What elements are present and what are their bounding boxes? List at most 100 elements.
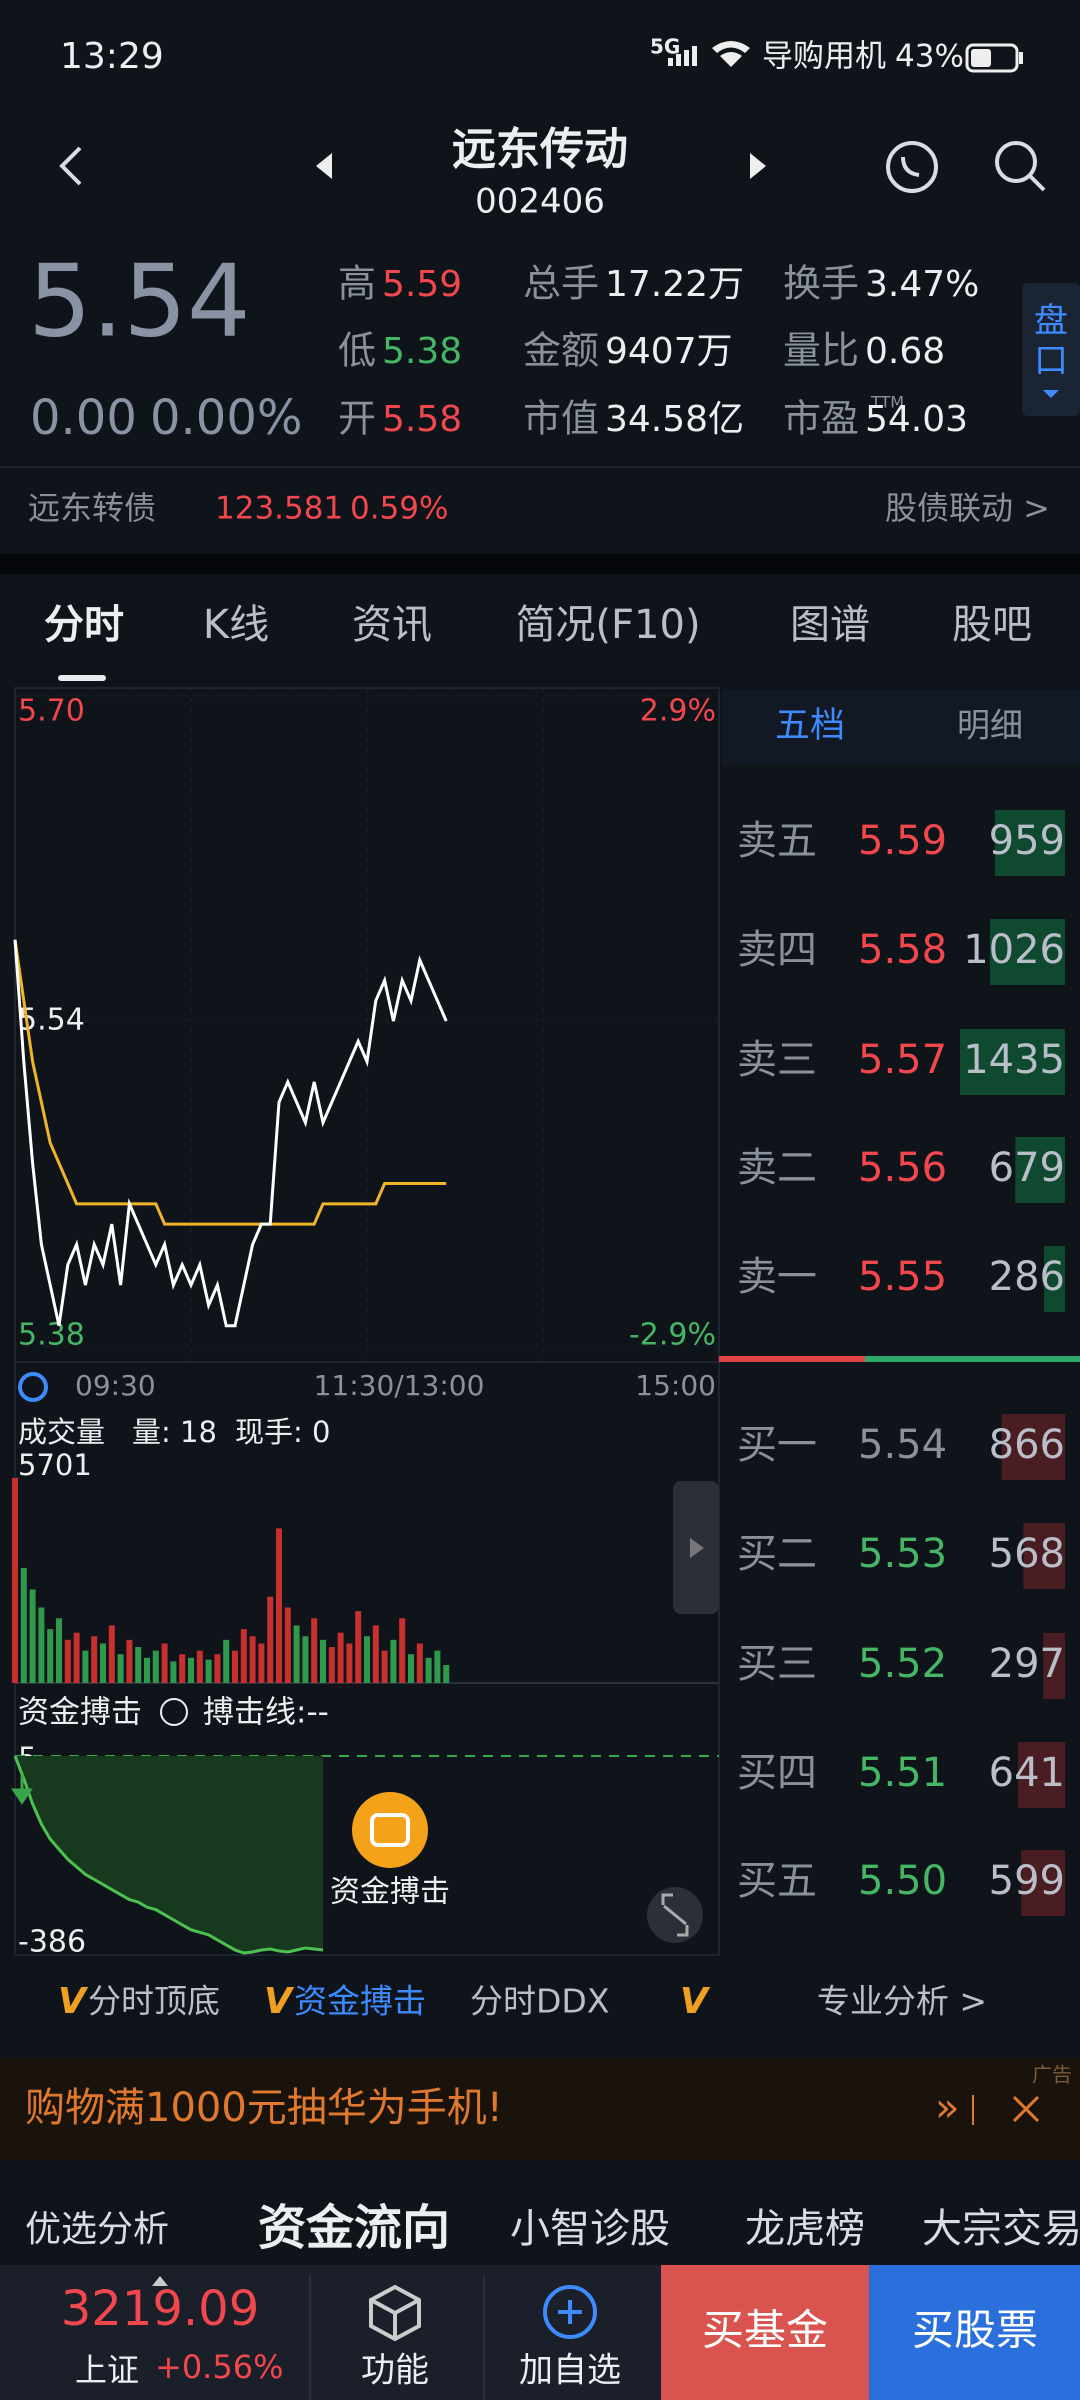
buy-stock-bg[interactable] (869, 2265, 1080, 2400)
nav-tab[interactable]: 小智诊股 (510, 2206, 670, 2252)
buy-fund-bg[interactable] (661, 2265, 869, 2400)
volume-bar (12, 1478, 18, 1683)
ob-tab[interactable]: 五档 (775, 706, 845, 746)
ob-label: 卖二 (737, 1145, 817, 1191)
stat-label: 量比 (783, 329, 859, 373)
ask-divider (719, 1356, 865, 1362)
volume-bar (82, 1650, 89, 1683)
volume-bar (100, 1643, 106, 1683)
volume-bg (989, 919, 1065, 985)
volume-bar (267, 1596, 274, 1683)
tools-link[interactable]: 专业分析 > (817, 1982, 987, 2021)
ob-volume: 1026 (963, 927, 1065, 973)
ob-volume: 959 (989, 818, 1065, 864)
stat-value: 34.58亿 (605, 399, 744, 440)
band (0, 554, 1080, 574)
ob-label: 买五 (737, 1858, 817, 1904)
ad-close[interactable] (1012, 2095, 1040, 2123)
index-value[interactable]: 3219.09 (61, 2281, 260, 2337)
nav-tab[interactable]: 资金流向 (258, 2200, 450, 2256)
volume-bar (64, 1639, 71, 1683)
bond-link[interactable]: 股债联动 > (885, 489, 1050, 527)
volume-bar (293, 1625, 300, 1683)
volume-bg (1021, 1850, 1065, 1916)
add-icon (543, 2285, 597, 2339)
ob-price: 5.59 (858, 818, 947, 864)
tab[interactable]: 简况(F10) (515, 602, 700, 648)
volume-bar (161, 1643, 168, 1683)
stat-value: 5.59 (382, 264, 462, 305)
volume-bar (47, 1629, 54, 1683)
volume-bg (994, 810, 1065, 876)
ob-label: 买二 (737, 1531, 817, 1577)
flow-line-label: 搏击线:-- (203, 1695, 329, 1731)
side-button[interactable]: 盘口 (1034, 301, 1068, 381)
ad-text[interactable]: 购物满1000元抽华为手机! (25, 2085, 503, 2131)
stat-label: 开 (338, 397, 376, 441)
ob-tabs-bg (722, 690, 1080, 765)
side-button-bg[interactable] (1022, 283, 1080, 416)
ob-price: 5.53 (858, 1531, 947, 1577)
ob-price: 5.57 (858, 1037, 947, 1083)
volume-bar (364, 1636, 370, 1683)
ob-volume: 599 (989, 1858, 1065, 1904)
ob-price: 5.50 (858, 1858, 947, 1904)
x-tick-label: 11:30/13:00 (314, 1369, 485, 1402)
tool[interactable]: 资金搏击 (294, 1982, 426, 2021)
bid-divider (865, 1356, 1080, 1362)
tab[interactable]: 图谱 (790, 602, 870, 648)
bottom-button[interactable]: 加自选 (519, 2351, 621, 2391)
tab-underline (58, 675, 106, 681)
volume-bar (311, 1618, 318, 1683)
volume-bg (1044, 1246, 1065, 1312)
ob-label: 买四 (737, 1750, 817, 1796)
add-plus (558, 2300, 582, 2324)
ad-arrows[interactable]: » (935, 2085, 959, 2131)
nav-tab[interactable]: 优选分析 (25, 2209, 169, 2250)
ob-price: 5.51 (858, 1750, 947, 1796)
tool[interactable]: 分时顶底 (88, 1982, 220, 2021)
flow-button-icon[interactable] (352, 1792, 428, 1868)
time-dot[interactable] (18, 1372, 48, 1402)
ob-label: 卖五 (737, 818, 817, 864)
ob-tab[interactable]: 明细 (957, 706, 1023, 745)
carrier: 导购用机 (762, 39, 886, 75)
nav-tab[interactable]: 龙虎榜 (745, 2206, 865, 2252)
tool-prefix: V (264, 1981, 295, 2022)
tab[interactable]: K线 (203, 602, 269, 648)
stat-label: 金额 (523, 329, 599, 373)
price: 5.54 (28, 242, 251, 359)
volume-bar (390, 1639, 397, 1683)
volume-bg (1015, 1137, 1065, 1203)
bond-price: 123.581 (215, 491, 343, 527)
volume-bar (408, 1654, 414, 1683)
bottom-button[interactable]: 买基金 (702, 2306, 828, 2355)
stat-value: 9407万 (605, 331, 733, 372)
header-icons[interactable] (59, 141, 1046, 193)
volume-bar (223, 1639, 230, 1683)
bottom-button[interactable]: 功能 (361, 2351, 429, 2391)
flow-icon (370, 1813, 410, 1847)
stock-code: 002406 (475, 182, 605, 222)
volume-bar (381, 1650, 388, 1683)
ob-label: 买三 (737, 1641, 817, 1687)
nav-tab[interactable]: 大宗交易 (922, 2206, 1080, 2252)
change: 0.00 (30, 390, 137, 446)
ob-volume: 679 (989, 1145, 1065, 1191)
tab[interactable]: 分时 (44, 602, 124, 648)
bottom-button[interactable]: 买股票 (912, 2306, 1038, 2355)
volume-bar (56, 1618, 62, 1683)
flow-title: 资金搏击 (18, 1695, 142, 1731)
flow-arrow (11, 1775, 33, 1805)
flow-button[interactable]: 资金搏击 (330, 1875, 450, 1910)
tab[interactable]: 资讯 (352, 602, 432, 648)
volume-bar (152, 1650, 159, 1683)
tool[interactable]: 分时DDX (470, 1982, 609, 2021)
line (13, 939, 447, 1226)
stat-label: 市盈 (783, 397, 859, 441)
tab[interactable]: 股吧 (952, 602, 1032, 648)
volume-bar (144, 1657, 150, 1683)
ad-bg[interactable] (0, 2058, 1080, 2160)
volume-bar (126, 1639, 133, 1683)
